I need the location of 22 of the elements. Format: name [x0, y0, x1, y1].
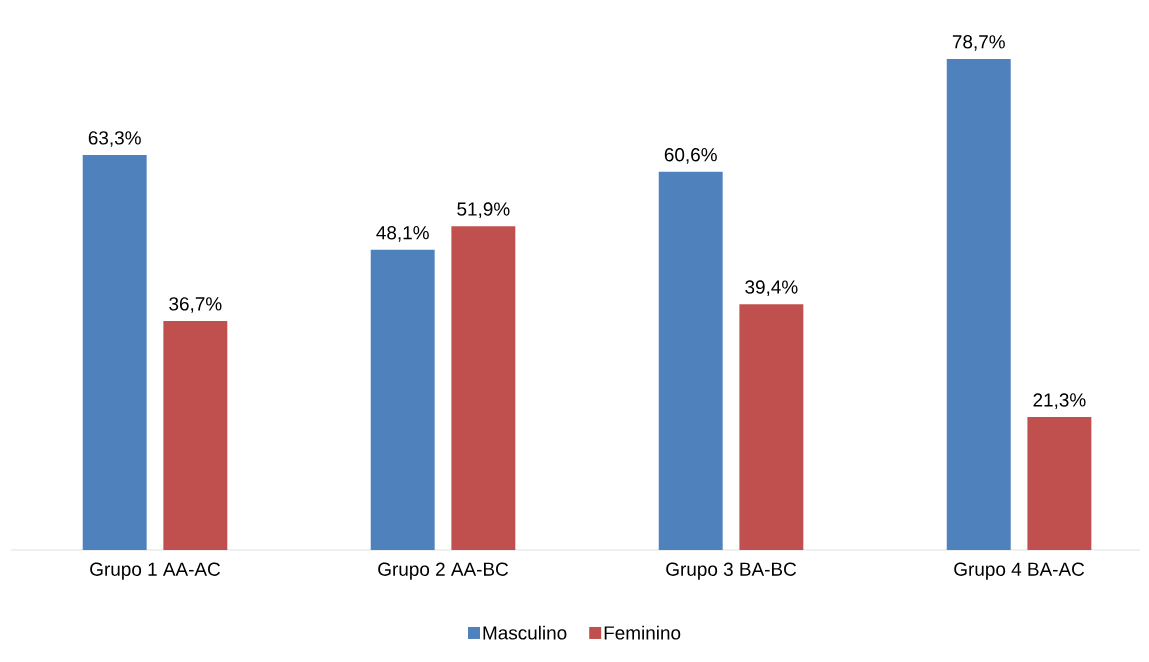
data-label: 51,9%: [457, 202, 510, 218]
x-tick-label: Grupo 2 AA-BC: [378, 562, 509, 580]
legend-label: Masculino: [483, 625, 567, 640]
bar: [163, 321, 228, 550]
bar: [658, 171, 723, 550]
data-label: 21,3%: [1033, 393, 1086, 409]
data-label: 78,7%: [952, 35, 1005, 51]
bar: [946, 58, 1011, 550]
bar: [451, 226, 516, 550]
bar: [82, 155, 147, 550]
data-label: 60,6%: [664, 148, 717, 164]
x-tick-label: Grupo 3 BA-BC: [666, 562, 797, 580]
data-label: 36,7%: [169, 297, 222, 313]
bar: [370, 249, 435, 550]
bar: [739, 304, 804, 550]
legend-label: Feminino: [604, 625, 681, 640]
data-label: 63,3%: [88, 131, 141, 147]
data-label: 48,1%: [376, 226, 429, 242]
x-tick-label: Grupo 1 AA-AC: [90, 562, 221, 580]
bar: [1027, 417, 1092, 550]
data-label: 39,4%: [745, 280, 798, 296]
x-tick-label: Grupo 4 BA-AC: [954, 562, 1085, 580]
